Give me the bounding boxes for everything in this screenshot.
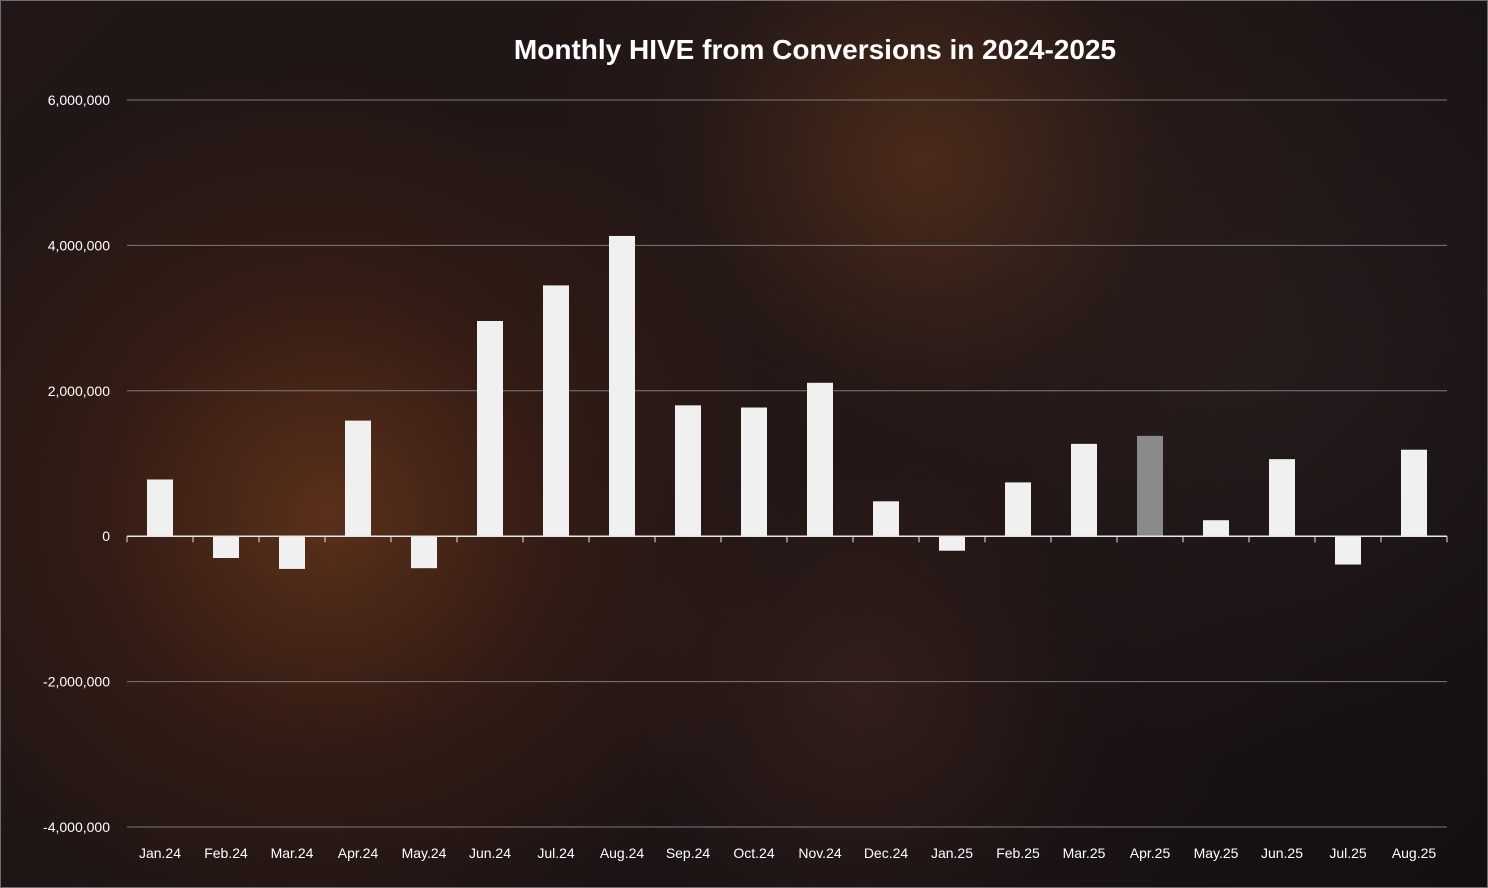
y-tick-label: 6,000,000 [48, 92, 110, 108]
bar [939, 536, 965, 551]
bar [213, 536, 239, 559]
bar [477, 321, 503, 537]
bar [741, 407, 767, 537]
bar [1137, 435, 1163, 537]
x-tick-label: Apr.25 [1130, 845, 1171, 861]
x-tick-label: Mar.25 [1063, 845, 1106, 861]
y-tick-label: -2,000,000 [43, 674, 110, 690]
y-tick-label: 4,000,000 [48, 237, 110, 253]
bar [1203, 520, 1229, 537]
bar [411, 536, 437, 569]
bar [873, 501, 899, 537]
x-tick-label: Jun.25 [1261, 845, 1303, 861]
x-tick-label: May.25 [1194, 845, 1239, 861]
x-tick-label: Jun.24 [469, 845, 511, 861]
x-tick-label: Jan.24 [139, 845, 181, 861]
bar [1005, 482, 1031, 537]
zero-axis [126, 535, 1448, 543]
bar [675, 405, 701, 537]
x-tick-label: Apr.24 [338, 845, 379, 861]
x-tick-label: Feb.25 [996, 845, 1040, 861]
bar [1071, 443, 1097, 537]
bar [1335, 536, 1361, 565]
bars [147, 235, 1427, 569]
x-tick-label: May.24 [402, 845, 447, 861]
x-tick-label: Sep.24 [666, 845, 711, 861]
x-tick-label: Mar.24 [271, 845, 314, 861]
x-tick-label: Oct.24 [733, 845, 774, 861]
y-tick-label: 0 [102, 528, 110, 544]
grid-lines [127, 99, 1447, 828]
x-axis-tick-labels: Jan.24 Feb.24 Mar.24 Apr.24 May.24 Jun.24 Jul.… [139, 845, 1436, 861]
y-tick-label: -4,000,000 [43, 819, 110, 835]
x-tick-label: Jul.24 [537, 845, 575, 861]
x-tick-label: Dec.24 [864, 845, 909, 861]
x-tick-label: Jan.25 [931, 845, 973, 861]
bar [543, 285, 569, 537]
bar [147, 479, 173, 537]
bar [609, 235, 635, 537]
bar [279, 536, 305, 569]
x-tick-label: Aug.25 [1392, 845, 1437, 861]
x-tick-label: Aug.24 [600, 845, 645, 861]
y-axis-tick-labels: 6,000,000 4,000,000 2,000,000 0 -2,000,000 -4… [43, 92, 110, 835]
bar [345, 420, 371, 537]
bar [1269, 459, 1295, 537]
bar [807, 382, 833, 537]
y-tick-label: 2,000,000 [48, 383, 110, 399]
x-tick-label: Jul.25 [1329, 845, 1367, 861]
bar [1401, 449, 1427, 537]
x-tick-label: Nov.24 [798, 845, 842, 861]
chart-title: Monthly HIVE from Conversions in 2024-20… [514, 34, 1116, 65]
x-tick-label: Feb.24 [204, 845, 248, 861]
